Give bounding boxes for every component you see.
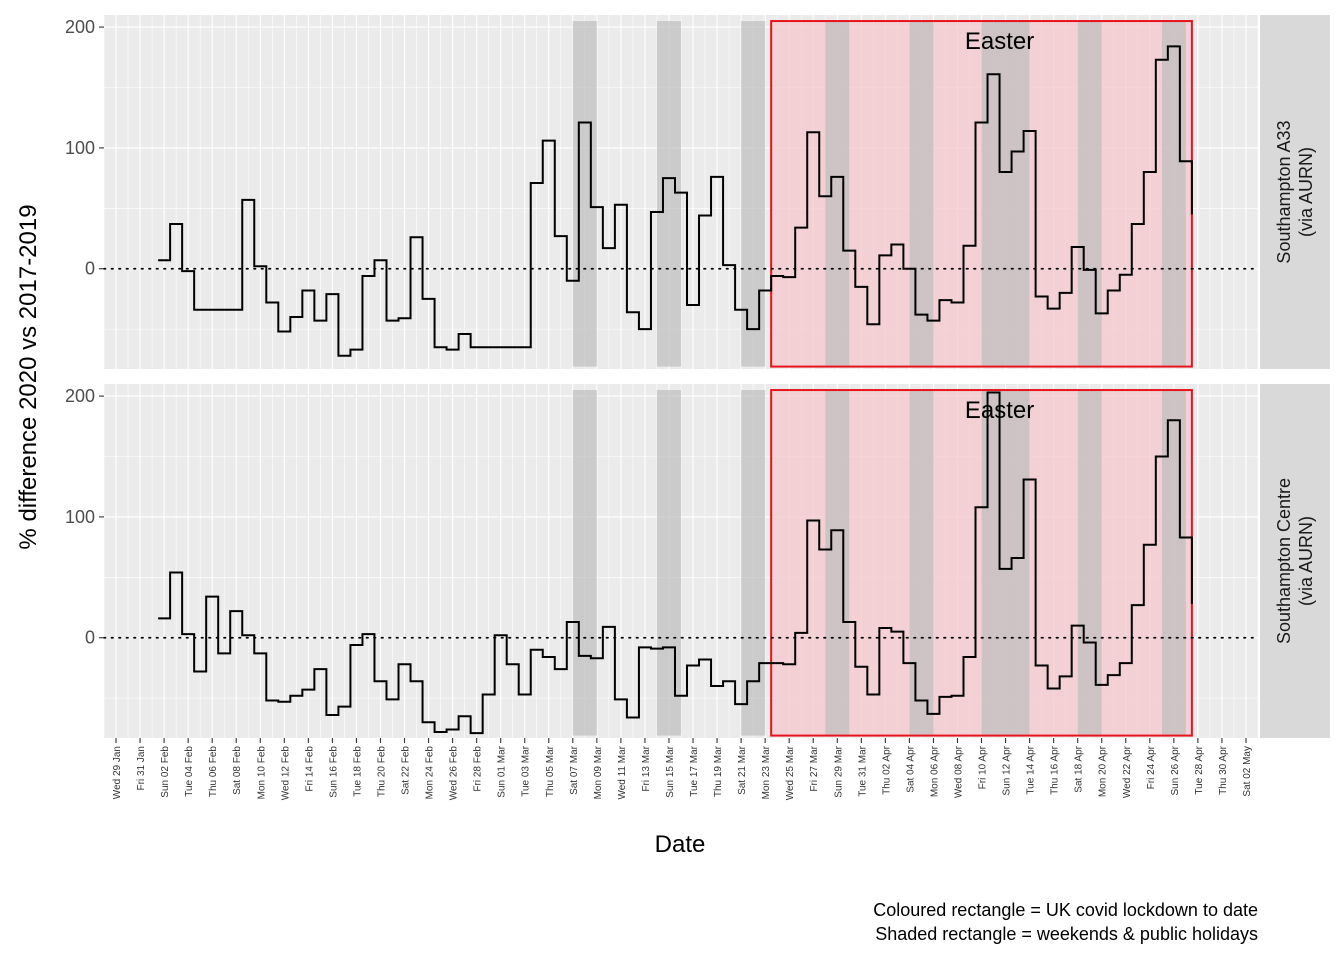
x-tick-label: Wed 11 Mar [617,745,628,799]
weekend-shading [825,21,850,367]
x-tick-label: Sat 22 Feb [401,746,412,795]
caption-line-2: Shaded rectangle = weekends & public hol… [875,924,1258,944]
x-tick-label: Tue 18 Feb [352,746,363,797]
x-tick-label: Sun 15 Mar [665,745,676,797]
x-tick-label: Wed 25 Mar [785,745,796,800]
facet-strip [1260,15,1330,369]
x-tick-label: Sun 01 Mar [497,745,508,797]
x-axis-title: Date [655,831,706,858]
x-tick-label: Thu 02 Apr [881,745,892,795]
weekend-shading [741,21,766,367]
x-tick-label: Mon 10 Feb [256,746,267,800]
x-tick-label: Sun 02 Feb [160,746,171,798]
weekend-shading [981,21,1030,367]
series-line [158,45,1193,357]
weekend-shading [909,21,934,367]
x-tick-label: Mon 09 Mar [593,745,604,799]
x-tick-label: Wed 29 Jan [112,746,123,799]
y-tick-label: 0 [85,259,95,279]
easter-annotation: Easter [965,28,1034,55]
facet-strip [1260,384,1330,738]
x-tick-label: Sat 18 Apr [1074,745,1085,792]
x-tick-label: Wed 12 Feb [280,746,291,801]
y-tick-label: 100 [65,507,95,527]
y-tick-label: 100 [65,138,95,158]
x-tick-label: Thu 19 Mar [713,745,724,797]
weekend-shading [572,21,597,367]
x-tick-label: Mon 24 Feb [425,746,436,800]
y-tick-label: 200 [65,17,95,37]
weekend-shading [741,390,766,736]
facet-strip-label: Southampton A33 (via AURN) [1274,120,1316,263]
x-tick-label: Fri 14 Feb [304,746,315,792]
x-tick-label: Sat 07 Mar [569,745,580,795]
weekend-shading [572,390,597,736]
x-tick-label: Wed 22 Apr [1122,745,1133,798]
x-tick-label: Wed 08 Apr [953,745,964,798]
facet-strip-label: Southampton Centre (via AURN) [1274,478,1316,644]
x-tick-label: Fri 28 Feb [473,746,484,792]
facet-panel-2: Easter 0 100 200 Southampton Centre (via AURN… [65,384,1330,738]
x-tick-label: Sun 29 Mar [833,745,844,797]
caption-line-1: Coloured rectangle = UK covid lockdown t… [873,900,1258,920]
x-axis: Wed 29 Jan Fri 31 Jan Sun 02 Feb Tue 04 Feb… [112,738,1253,800]
x-tick-label: Thu 06 Feb [208,746,219,798]
x-tick-label: Fri 10 Apr [978,745,989,789]
x-tick-label: Wed 26 Feb [449,746,460,801]
x-tick-label: Thu 16 Apr [1050,745,1061,795]
weekend-shading [656,21,681,367]
x-tick-label: Tue 31 Mar [857,745,868,796]
x-tick-label: Sat 21 Mar [737,745,748,795]
x-tick-label: Fri 31 Jan [136,746,147,790]
x-tick-label: Sat 04 Apr [905,745,916,792]
x-tick-label: Sun 12 Apr [1002,745,1013,795]
y-tick-label: 0 [85,628,95,648]
weekend-shading [1161,21,1186,367]
x-tick-label: Thu 05 Mar [545,745,556,797]
x-tick-label: Sat 08 Feb [232,746,243,795]
weekend-shading [1077,21,1102,367]
weekend-shading [909,390,934,736]
x-tick-label: Thu 30 Apr [1218,745,1229,795]
x-tick-label: Thu 20 Feb [376,746,387,798]
x-tick-label: Tue 14 Apr [1026,745,1037,794]
series-line [158,391,1193,735]
x-tick-label: Tue 28 Apr [1194,745,1205,794]
weekend-shading [656,390,681,736]
x-tick-label: Fri 24 Apr [1146,745,1157,789]
x-tick-label: Tue 03 Mar [521,745,532,796]
y-axis-title: % difference 2020 vs 2017-2019 [15,204,42,549]
x-tick-label: Tue 04 Feb [184,746,195,797]
weekend-shading [1077,390,1102,736]
x-tick-label: Sun 16 Feb [328,746,339,798]
x-tick-label: Mon 06 Apr [929,745,940,797]
facet-panel-1: Easter 0 100 200 Southampton A33 (via AURN) [65,15,1330,369]
weekend-shading [1161,390,1186,736]
x-tick-label: Tue 17 Mar [689,745,700,796]
weekend-shading [825,390,850,736]
y-tick-label: 200 [65,386,95,406]
easter-annotation: Easter [965,397,1034,424]
x-tick-label: Sat 02 May [1242,746,1253,797]
x-tick-label: Fri 13 Mar [641,745,652,791]
x-tick-label: Fri 27 Mar [809,745,820,791]
x-tick-label: Mon 23 Mar [761,745,772,799]
x-tick-label: Sun 26 Apr [1170,745,1181,795]
x-tick-label: Mon 20 Apr [1098,745,1109,797]
weekend-shading [981,390,1030,736]
